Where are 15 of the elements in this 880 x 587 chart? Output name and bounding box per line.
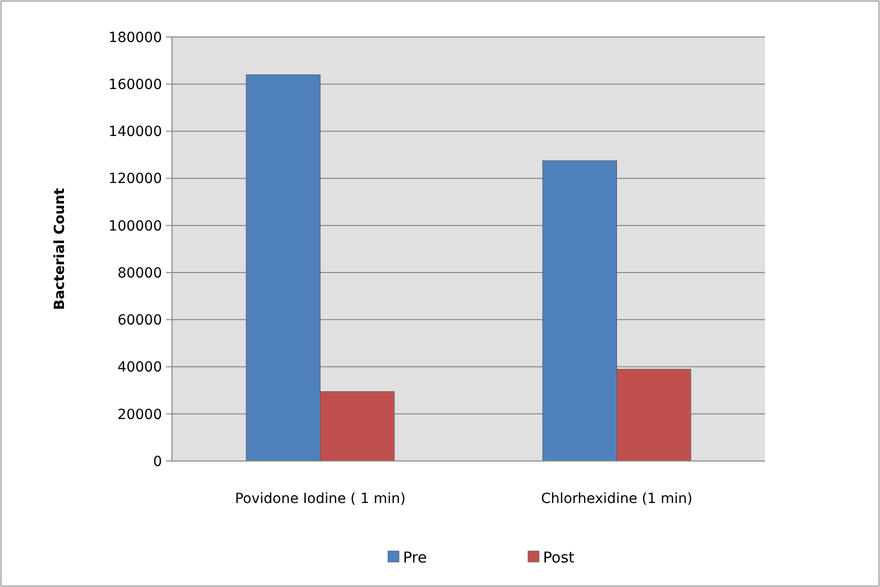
y-tick-label: 160000: [108, 77, 162, 94]
y-tick-label: 120000: [108, 171, 162, 188]
y-tick-label: 100000: [108, 218, 162, 234]
y-tick-label: 60000: [117, 312, 162, 329]
y-tick-label: 20000: [117, 406, 162, 423]
y-tick-label: 180000: [108, 30, 162, 46]
legend-label: Post: [543, 548, 575, 566]
y-tick-label: 0: [153, 454, 162, 470]
x-tick-label: Chlorhexidine (1 min): [541, 491, 692, 507]
y-tick-label: 140000: [108, 124, 162, 140]
x-tick-label: Povidone Iodine ( 1 min): [234, 491, 406, 507]
y-tick-label: 40000: [117, 360, 162, 376]
legend-label: Pre: [403, 548, 427, 566]
y-tick-label: 80000: [117, 265, 162, 282]
y-axis-title: Bacterial Count: [52, 188, 68, 310]
